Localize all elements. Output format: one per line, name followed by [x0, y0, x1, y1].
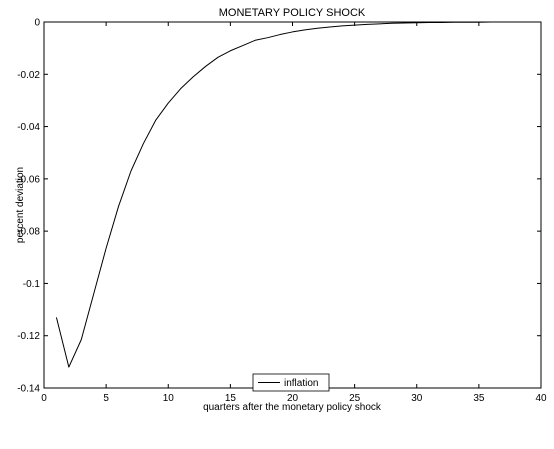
x-tick-label: 30 — [411, 393, 423, 404]
x-tick-label: 35 — [473, 393, 485, 404]
x-tick-label: 20 — [287, 393, 299, 404]
y-tick-label: -0.06 — [17, 174, 40, 185]
lines-layer — [55, 21, 541, 368]
x-tick-label: 10 — [163, 393, 175, 404]
y-tick-label: 0 — [34, 18, 40, 29]
y-tick-label: -0.12 — [17, 331, 40, 342]
x-tick-label: 5 — [103, 393, 109, 404]
x-tick-label: 0 — [41, 393, 47, 404]
y-tick-label: -0.08 — [17, 227, 40, 238]
y-tick-label: -0.02 — [17, 70, 40, 81]
x-tick-label: 15 — [225, 393, 237, 404]
x-tick-label: 25 — [349, 393, 361, 404]
y-axis-label: percent deviation — [15, 167, 26, 243]
series-line-inflation — [55, 21, 541, 368]
plot-area — [43, 21, 542, 389]
legend-label-inflation: inflation — [284, 378, 318, 389]
y-tick-label: -0.04 — [17, 122, 40, 133]
x-axis-label: quarters after the monetary policy shock — [203, 402, 382, 413]
legend-box — [252, 373, 330, 392]
legend: inflation — [252, 373, 330, 392]
y-tick-label: -0.1 — [23, 279, 41, 290]
y-tick-label: -0.14 — [17, 384, 40, 395]
ticks-layer: 0 5 10 15 20 25 30 35 40 0 -0.02 -0.04 -0.06 -0.08 -0.… — [17, 18, 547, 405]
x-tick-label: 40 — [535, 393, 547, 404]
chart-title: MONETARY POLICY SHOCK — [219, 7, 366, 19]
